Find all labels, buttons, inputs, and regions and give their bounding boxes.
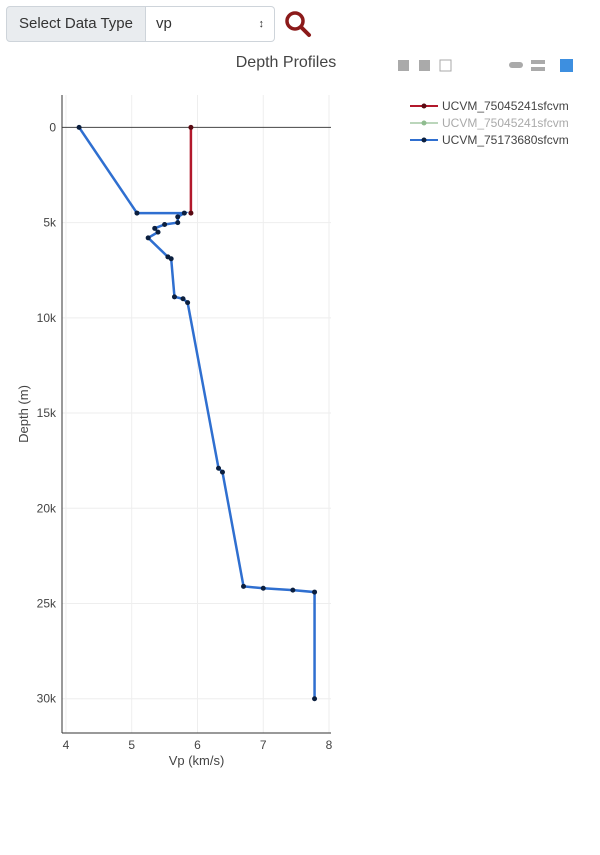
series-marker — [168, 256, 174, 262]
y-tick-label: 25k — [37, 596, 57, 610]
series-marker — [175, 214, 181, 220]
data-type-select[interactable]: vp — [145, 6, 275, 42]
series-marker — [188, 210, 194, 216]
select-label: Select Data Type — [6, 6, 146, 42]
series-marker — [185, 300, 191, 306]
series-marker — [260, 585, 266, 591]
series-marker — [145, 235, 151, 241]
search-button[interactable] — [283, 9, 313, 39]
series-marker — [152, 225, 158, 231]
legend-marker — [421, 137, 427, 143]
series-marker — [180, 296, 186, 302]
y-tick-label: 30k — [37, 692, 57, 706]
y-tick-label: 15k — [37, 406, 57, 420]
x-axis-label: Vp (km/s) — [169, 753, 225, 768]
series-marker — [181, 210, 187, 216]
legend-label: UCVM_75045241sfcvm — [442, 116, 569, 130]
legend-marker — [421, 103, 427, 109]
x-tick-label: 8 — [326, 738, 333, 752]
x-tick-label: 7 — [260, 738, 267, 752]
y-tick-label: 0 — [49, 120, 56, 134]
series-marker — [171, 294, 177, 300]
chart: Depth Profiles 4 5 6 7 8 0 5k 10k 15k 20k 25k 30k Vp… — [16, 54, 573, 768]
y-tick-label: 5k — [43, 216, 57, 230]
toolbar: Select Data Type vp — [6, 6, 313, 42]
y-tick-label: 10k — [37, 311, 57, 325]
series-marker — [312, 589, 318, 595]
legend-marker — [421, 120, 427, 126]
series-marker — [175, 220, 181, 226]
series-marker — [134, 210, 140, 216]
y-tick-label: 20k — [37, 501, 57, 515]
series-marker — [290, 587, 296, 593]
y-axis-label: Depth (m) — [16, 385, 31, 443]
legend-label: UCVM_75173680sfcvm — [442, 133, 569, 147]
x-tick-label: 6 — [194, 738, 201, 752]
series-marker — [188, 124, 194, 130]
legend-label: UCVM_75045241sfcvm — [442, 99, 569, 113]
series-marker — [312, 696, 318, 702]
series-marker — [155, 229, 161, 235]
modebar[interactable] — [398, 59, 573, 72]
series-marker — [219, 469, 225, 475]
series-marker — [162, 222, 168, 228]
series-marker — [241, 583, 247, 589]
series-marker — [216, 465, 222, 471]
x-tick-label: 4 — [63, 738, 70, 752]
chart-title: Depth Profiles — [236, 54, 337, 71]
x-tick-label: 5 — [128, 738, 135, 752]
series-marker — [76, 124, 82, 130]
